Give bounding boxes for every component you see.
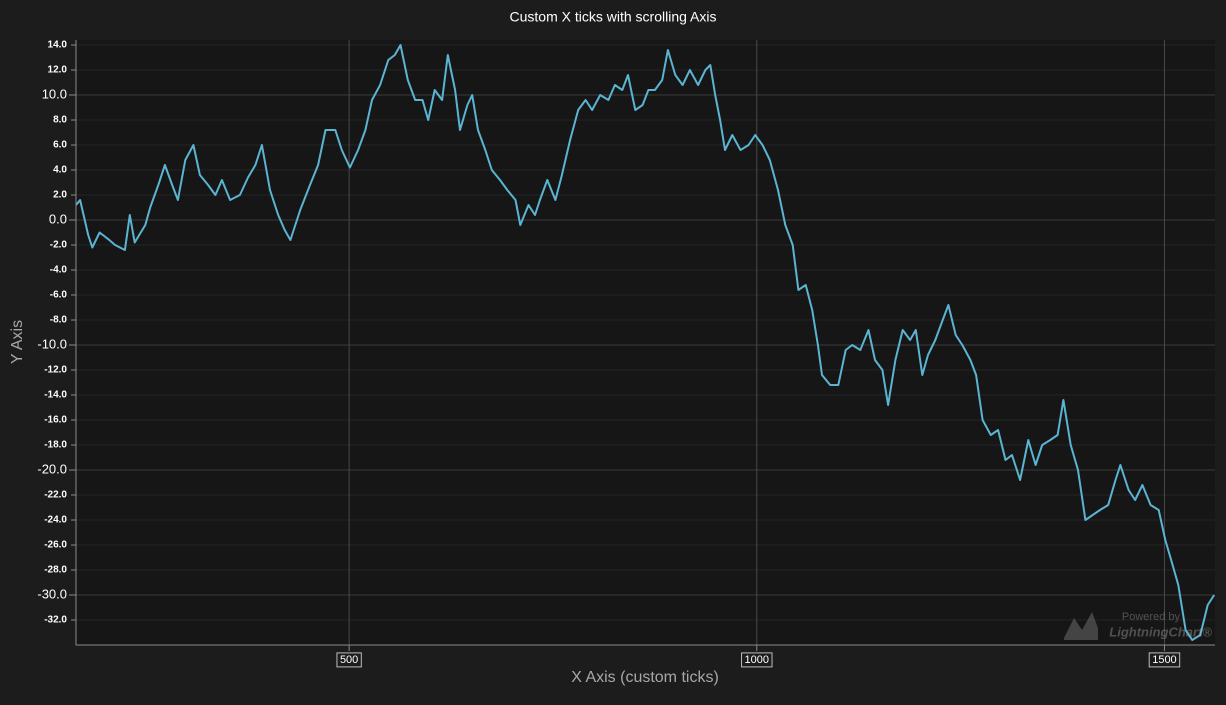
y-tick-label: -10.0: [37, 336, 67, 351]
x-tick-box: [336, 652, 362, 668]
y-tick-label: 2.0: [53, 190, 67, 201]
y-tick-label: 14.0: [48, 40, 68, 51]
y-tick-label: -14.0: [44, 390, 67, 401]
credits-line1: Powered by: [1122, 611, 1181, 623]
y-axis-title: Y Axis: [9, 320, 26, 364]
y-tick-label: -26.0: [44, 540, 67, 551]
credits: Powered by LightningChart®: [1064, 611, 1212, 640]
y-tick-label: -4.0: [50, 265, 68, 276]
y-tick-label: -28.0: [44, 565, 67, 576]
data-line: [75, 44, 1216, 641]
y-tick-label: 8.0: [53, 115, 67, 126]
y-tick-label: -24.0: [44, 515, 67, 526]
y-tick-label: -30.0: [37, 586, 67, 601]
x-tick-label: 500: [340, 654, 358, 666]
x-tick-box: [1148, 652, 1181, 668]
chart-title: Custom X ticks with scrolling Axis: [510, 9, 717, 25]
plot-area: [76, 40, 1215, 645]
x-axis-title: X Axis (custom ticks): [571, 669, 719, 686]
y-tick-label: -12.0: [44, 365, 67, 376]
y-tick-label: 12.0: [48, 65, 68, 76]
y-tick-label: 10.0: [42, 86, 67, 101]
y-tick-label: -6.0: [50, 290, 68, 301]
marks: [75, 44, 1216, 641]
logo: [1064, 612, 1098, 640]
x-tick-box: [741, 652, 773, 668]
y-tick-label: -20.0: [37, 461, 67, 476]
y-tick-label: -2.0: [50, 240, 68, 251]
x-tick-label: 1000: [745, 654, 769, 666]
y-tick-label: -8.0: [50, 315, 68, 326]
y-tick-label: -16.0: [44, 415, 67, 426]
y-tick-label: 4.0: [53, 165, 67, 176]
y-tick-label: -18.0: [44, 440, 67, 451]
x-tick-label: 1500: [1152, 654, 1176, 666]
y-tick-label: -32.0: [44, 615, 67, 626]
y-tick-label: -22.0: [44, 490, 67, 501]
y-tick-label: 0.0: [49, 211, 67, 226]
y-tick-label: 6.0: [53, 140, 67, 151]
credits-line2: LightningChart®: [1109, 624, 1212, 639]
grid: [69, 40, 1215, 651]
